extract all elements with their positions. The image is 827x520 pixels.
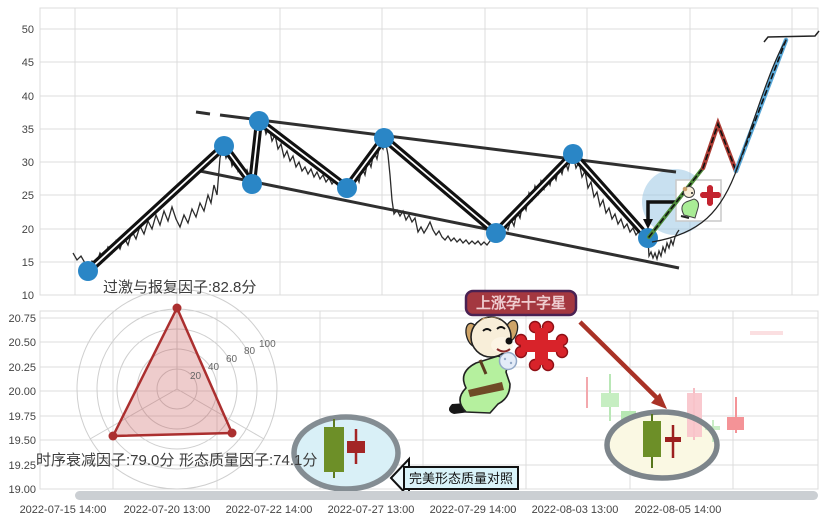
radar-tick: 80	[244, 346, 256, 357]
radar-tick: 100	[259, 339, 276, 350]
bone-cross-icon	[514, 320, 569, 372]
bull-candle	[643, 421, 661, 457]
x-tick: 2022-08-03 13:00	[532, 504, 619, 516]
y-tick: 40	[22, 91, 34, 103]
x-tick: 2022-07-22 14:00	[226, 504, 313, 516]
x-tick: 2022-07-29 14:00	[430, 504, 517, 516]
compare-callout: 完美形态质量对照	[389, 456, 519, 500]
radar-vertex	[108, 431, 118, 441]
top-y-axis: 50 45 40 35 30 25 20 15 10	[22, 24, 34, 302]
mini-cross-icon	[700, 185, 721, 206]
x-tick: 2022-08-05 14:00	[635, 504, 722, 516]
mini-dog-icon	[680, 186, 699, 219]
y-tick: 50	[22, 24, 34, 36]
compare-label: 完美形态质量对照	[409, 471, 513, 486]
x-tick: 2022-07-20 13:00	[124, 504, 211, 516]
pattern-label: 上涨孕十字星	[476, 294, 566, 312]
overshoot-factor-label: 过激与报复因子:82.8分	[103, 278, 256, 296]
quality-factor-label: 形态质量因子:74.1分	[179, 452, 317, 469]
dog-nose	[505, 337, 513, 345]
projection-curve	[651, 39, 787, 243]
horizontal-scrollbar[interactable]	[75, 491, 818, 500]
pattern-arrow	[578, 320, 667, 409]
radar-tick: 20	[190, 371, 202, 382]
pivot-zigzag	[84, 117, 652, 275]
y-tick: 20.50	[8, 337, 36, 349]
arrowhead-icon	[651, 393, 667, 409]
pom-ball	[498, 351, 518, 371]
factor-radar: 20 40 60 80 100	[76, 288, 278, 490]
radar-tick: 60	[226, 354, 238, 365]
price-line	[72, 120, 680, 272]
pink-candle	[687, 393, 702, 437]
decay-factor-label: 时序衰减因子:79.0分	[36, 452, 174, 469]
x-tick: 2022-07-27 13:00	[328, 504, 415, 516]
radar-tick: 40	[208, 362, 220, 373]
y-tick: 19.00	[8, 484, 36, 496]
y-tick: 10	[22, 290, 34, 302]
mini-pattern-box	[675, 179, 722, 222]
y-tick: 25	[22, 190, 34, 202]
x-tick: 2022-07-15 14:00	[20, 504, 107, 516]
bottom-y-axis: 20.75 20.50 20.25 20.00 19.75 19.50 19.2…	[8, 313, 36, 496]
y-tick: 35	[22, 124, 34, 136]
radar-vertex	[227, 428, 237, 438]
pivot-dots	[78, 111, 658, 281]
pattern-badge: 上涨孕十字星	[464, 289, 578, 317]
radar-vertex	[172, 303, 182, 313]
trend-channel	[195, 110, 680, 270]
y-tick: 19.50	[8, 435, 36, 447]
perfect-pattern-ellipse	[291, 414, 401, 492]
y-tick: 19.25	[8, 460, 36, 472]
target-cap	[763, 30, 820, 43]
pink-candle	[727, 417, 744, 430]
arrowhead-icon	[643, 219, 653, 229]
y-tick: 20.25	[8, 362, 36, 374]
y-tick: 19.75	[8, 411, 36, 423]
y-tick: 20.75	[8, 313, 36, 325]
y-tick: 20.00	[8, 386, 36, 398]
doji-cross	[347, 441, 365, 453]
doji-cross	[665, 437, 681, 442]
bull-candle	[324, 427, 344, 472]
top-chart-grid	[39, 7, 819, 296]
pattern-ellipse	[604, 388, 744, 481]
y-tick: 45	[22, 57, 34, 69]
radar-polygon	[111, 306, 234, 438]
dog-mascot	[448, 316, 519, 414]
y-tick: 20	[22, 224, 34, 236]
callout-bracket	[643, 200, 676, 229]
x-axis: 2022-07-15 14:00 2022-07-20 13:00 2022-0…	[20, 504, 722, 516]
y-tick: 30	[22, 157, 34, 169]
y-tick: 15	[22, 257, 34, 269]
candles-context	[586, 331, 783, 421]
